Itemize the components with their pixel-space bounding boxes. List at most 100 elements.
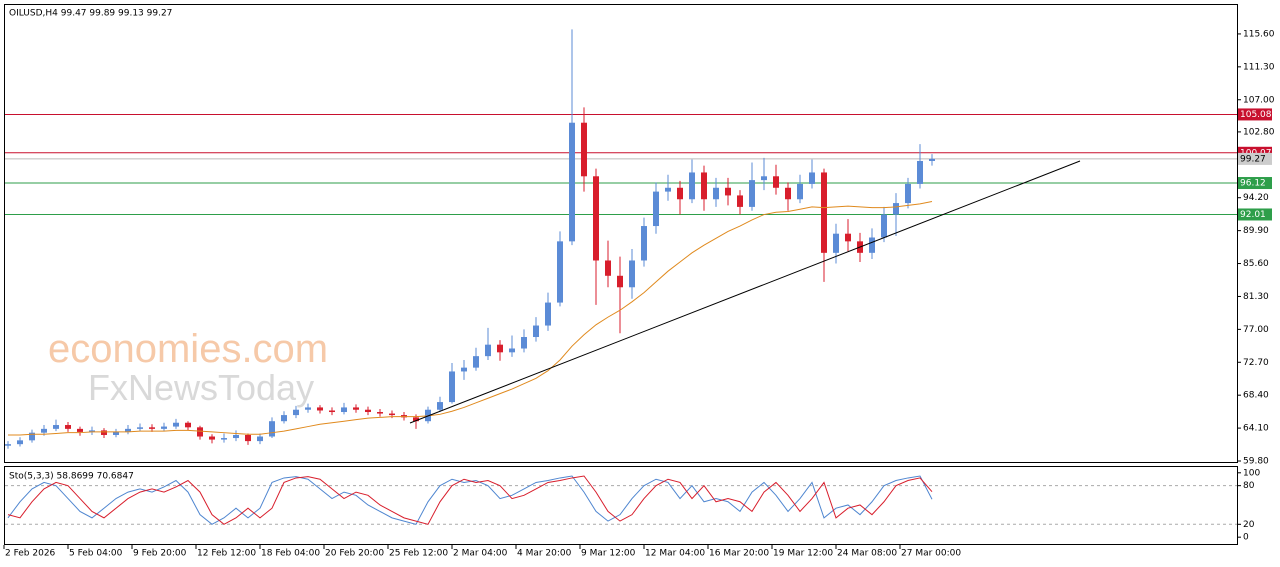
x-tick-label: 25 Feb 12:00	[389, 549, 448, 559]
y-tick-label: 102.80	[1243, 127, 1275, 137]
stoch-line	[7, 475, 933, 525]
y-tick-label: 94.20	[1243, 193, 1269, 203]
candle-body	[461, 367, 467, 372]
candle-body	[917, 160, 923, 184]
candle-body	[797, 183, 803, 200]
candle-body	[437, 402, 443, 410]
y-tick-label: 64.10	[1243, 424, 1269, 434]
stoch-frame	[4, 466, 1238, 545]
y-tick-label: 59.80	[1243, 457, 1269, 467]
candle-body	[737, 195, 743, 207]
candle-body	[677, 187, 683, 200]
candle-body	[869, 237, 875, 253]
chart-title: OILUSD,H4 99.47 99.89 99.13 99.27	[9, 9, 172, 19]
stoch-tick-label: 20	[1243, 520, 1255, 530]
candle-body	[905, 183, 911, 204]
y-tick-label: 111.30	[1243, 62, 1275, 72]
candle-body	[833, 233, 839, 253]
candle-body	[569, 122, 575, 242]
candle-body	[773, 176, 779, 188]
main-frame	[4, 4, 1238, 463]
trendline	[409, 160, 1081, 424]
moving-average	[8, 201, 933, 436]
candle-body	[185, 422, 191, 428]
candle-body	[485, 344, 491, 357]
y-tick-label: 77.00	[1243, 325, 1269, 335]
candle-body	[17, 440, 23, 445]
candle-body	[893, 203, 899, 215]
x-tick-label: 24 Mar 08:00	[837, 549, 897, 559]
stoch-tick-label: 100	[1243, 468, 1260, 478]
candle-body	[845, 233, 851, 242]
current-price-box	[1238, 152, 1272, 165]
candle-body	[821, 172, 827, 253]
candle-body	[281, 415, 287, 422]
candle-body	[665, 187, 671, 192]
candle-body	[653, 191, 659, 227]
candle-body	[389, 413, 395, 416]
candle-body	[101, 430, 107, 435]
watermark: FxNewsToday	[88, 367, 314, 408]
candle-body	[581, 122, 587, 177]
candle-body	[209, 436, 215, 440]
candle-body	[113, 431, 119, 435]
candle-body	[137, 427, 143, 429]
x-tick-label: 20 Feb 20:00	[325, 549, 384, 559]
candle-body	[317, 407, 323, 411]
y-tick-label: 85.60	[1243, 259, 1269, 269]
candle-body	[449, 371, 455, 403]
candle-body	[41, 428, 47, 433]
y-tick-label: 89.90	[1243, 226, 1269, 236]
x-tick-label: 2 Mar 04:00	[453, 549, 508, 559]
level-label-box	[1238, 177, 1272, 190]
candle-body	[761, 176, 767, 181]
candle-body	[89, 430, 95, 432]
stoch-tick-label: 0	[1243, 533, 1249, 543]
candle-body	[269, 421, 275, 437]
candle-body	[557, 241, 563, 303]
candle-body	[641, 226, 647, 261]
x-tick-label: 27 Mar 00:00	[901, 549, 961, 559]
level-label-box	[1238, 108, 1272, 121]
candle-body	[809, 172, 815, 184]
candle-body	[533, 325, 539, 338]
candle-body	[305, 407, 311, 410]
candle-body	[701, 172, 707, 200]
candle-body	[377, 412, 383, 414]
current-price-label: 99.27	[1240, 154, 1266, 164]
candle-body	[413, 417, 419, 422]
candle-body	[329, 410, 335, 413]
x-tick-label: 16 Mar 20:00	[709, 549, 769, 559]
level-label: 92.01	[1240, 210, 1266, 220]
candle-body	[785, 187, 791, 200]
x-tick-label: 19 Mar 12:00	[773, 549, 833, 559]
level-label-box	[1238, 208, 1272, 221]
level-label: 105.08	[1240, 110, 1272, 120]
y-tick-label: 72.70	[1243, 358, 1269, 368]
y-tick-label: 81.30	[1243, 292, 1269, 302]
stoch-title: Sto(5,3,3) 58.8699 70.6847	[9, 472, 134, 482]
x-tick-label: 2 Feb 2026	[5, 549, 56, 559]
candle-body	[77, 428, 83, 432]
x-tick-label: 5 Feb 04:00	[69, 549, 123, 559]
candle-body	[161, 426, 167, 429]
candle-body	[593, 176, 599, 261]
watermark: economies.com	[48, 327, 328, 371]
level-label: 96.12	[1240, 179, 1266, 189]
candle-body	[125, 428, 131, 432]
candle-body	[53, 425, 59, 429]
candle-body	[29, 432, 35, 441]
candle-body	[341, 407, 347, 413]
candle-body	[149, 427, 155, 429]
candle-body	[245, 434, 251, 442]
candle-body	[689, 172, 695, 200]
candle-body	[617, 275, 623, 288]
candle-body	[257, 436, 263, 442]
candle-body	[545, 302, 551, 326]
candle-body	[713, 187, 719, 200]
x-tick-label: 12 Mar 04:00	[645, 549, 705, 559]
y-tick-label: 68.40	[1243, 391, 1269, 401]
candle-body	[173, 422, 179, 427]
x-tick-label: 18 Feb 04:00	[261, 549, 320, 559]
